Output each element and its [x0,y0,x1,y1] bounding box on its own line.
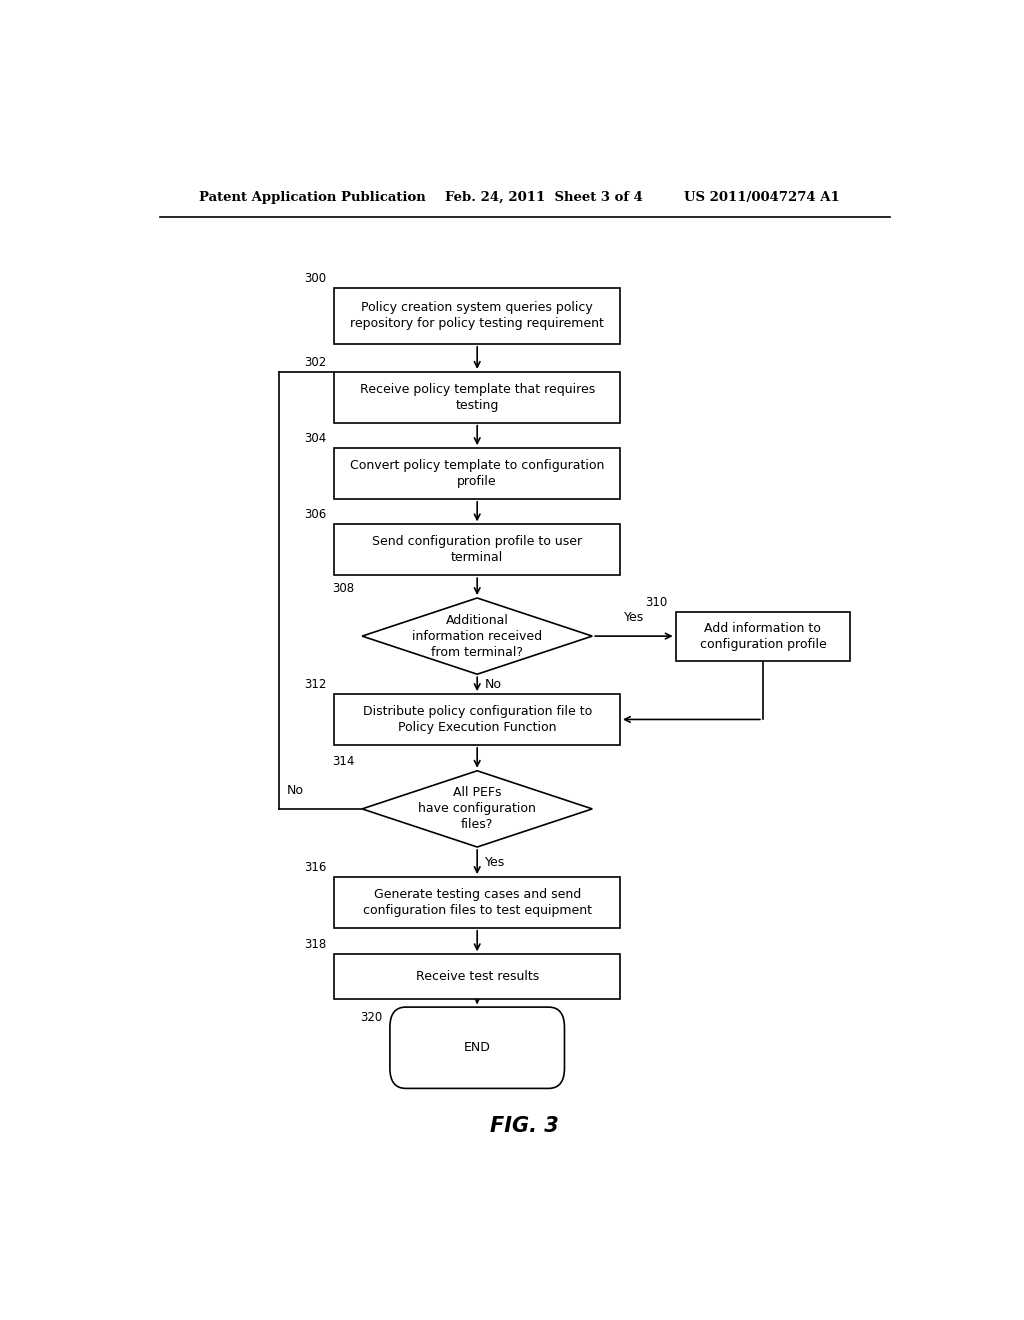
Text: Yes: Yes [485,855,506,869]
Text: Distribute policy configuration file to
Policy Execution Function: Distribute policy configuration file to … [362,705,592,734]
FancyBboxPatch shape [676,611,850,660]
Text: 306: 306 [304,508,327,521]
FancyBboxPatch shape [334,694,620,744]
FancyBboxPatch shape [334,447,620,499]
Text: All PEFs
have configuration
files?: All PEFs have configuration files? [418,787,537,832]
Text: Receive test results: Receive test results [416,970,539,983]
FancyBboxPatch shape [334,372,620,422]
Text: 312: 312 [304,678,327,690]
Text: 302: 302 [304,356,327,368]
Text: Policy creation system queries policy
repository for policy testing requirement: Policy creation system queries policy re… [350,301,604,330]
FancyBboxPatch shape [390,1007,564,1089]
Text: Add information to
configuration profile: Add information to configuration profile [699,622,826,651]
Text: 316: 316 [304,861,327,874]
Text: 308: 308 [332,582,354,595]
Text: FIG. 3: FIG. 3 [490,1115,559,1137]
Text: Additional
information received
from terminal?: Additional information received from ter… [412,614,543,659]
Text: Convert policy template to configuration
profile: Convert policy template to configuration… [350,459,604,488]
FancyBboxPatch shape [334,288,620,345]
Text: Feb. 24, 2011  Sheet 3 of 4: Feb. 24, 2011 Sheet 3 of 4 [445,190,643,203]
Text: Yes: Yes [624,611,644,624]
Text: 314: 314 [332,755,354,768]
Text: 300: 300 [304,272,327,285]
Text: Receive policy template that requires
testing: Receive policy template that requires te… [359,383,595,412]
Text: Patent Application Publication: Patent Application Publication [200,190,426,203]
Text: 310: 310 [645,595,668,609]
Text: No: No [287,784,304,797]
Text: 318: 318 [304,939,327,952]
Text: 320: 320 [359,1011,382,1024]
Polygon shape [362,598,592,675]
Text: Generate testing cases and send
configuration files to test equipment: Generate testing cases and send configur… [362,888,592,917]
Text: 304: 304 [304,432,327,445]
Text: US 2011/0047274 A1: US 2011/0047274 A1 [684,190,840,203]
FancyBboxPatch shape [334,876,620,928]
Text: No: No [485,677,502,690]
Text: END: END [464,1041,490,1055]
FancyBboxPatch shape [334,524,620,576]
Polygon shape [362,771,592,847]
Text: Send configuration profile to user
terminal: Send configuration profile to user termi… [372,535,583,564]
FancyBboxPatch shape [334,954,620,999]
